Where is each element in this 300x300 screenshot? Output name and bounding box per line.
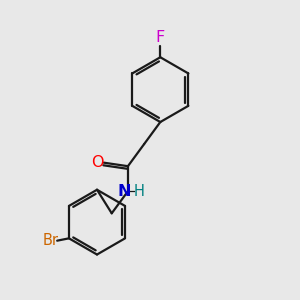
Text: F: F	[156, 30, 165, 45]
Text: H: H	[134, 184, 145, 199]
Text: N: N	[118, 184, 131, 199]
Text: Br: Br	[42, 233, 58, 248]
Text: O: O	[91, 155, 103, 170]
